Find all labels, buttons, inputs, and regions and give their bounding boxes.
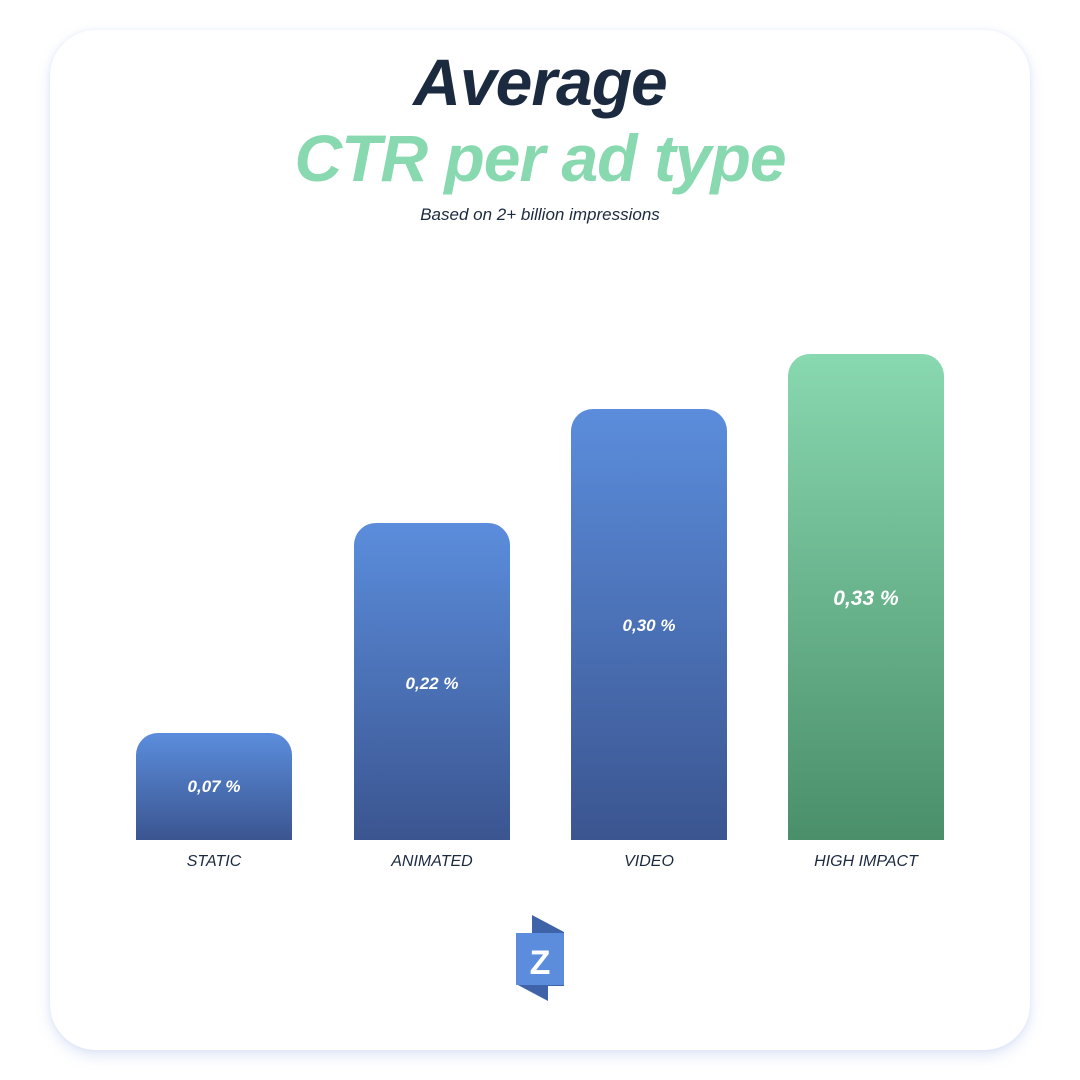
category-label-high-impact: HIGH IMPACT [814, 853, 918, 870]
brand-logo-icon: Z [512, 912, 568, 1004]
bar-value-high-impact: 0,33 % [833, 587, 899, 610]
category-label-video: VIDEO [624, 853, 674, 870]
bar-value-animated: 0,22 % [405, 674, 459, 693]
bar-value-video: 0,30 % [622, 616, 676, 635]
subtitle: Based on 2+ billion impressions [420, 205, 660, 224]
title-line-1: Average [413, 45, 668, 119]
bar-video: 0,30 % [571, 409, 727, 840]
logo-letter: Z [530, 944, 551, 982]
title-line-2: CTR per ad type [294, 121, 786, 195]
bar-animated: 0,22 % [354, 523, 510, 840]
category-label-animated: ANIMATED [391, 853, 473, 870]
category-label-static: STATIC [186, 853, 242, 870]
bar-value-static: 0,07 % [187, 777, 241, 796]
bar-static: 0,07 % [136, 733, 292, 840]
bar-high-impact: 0,33 % [788, 354, 944, 840]
